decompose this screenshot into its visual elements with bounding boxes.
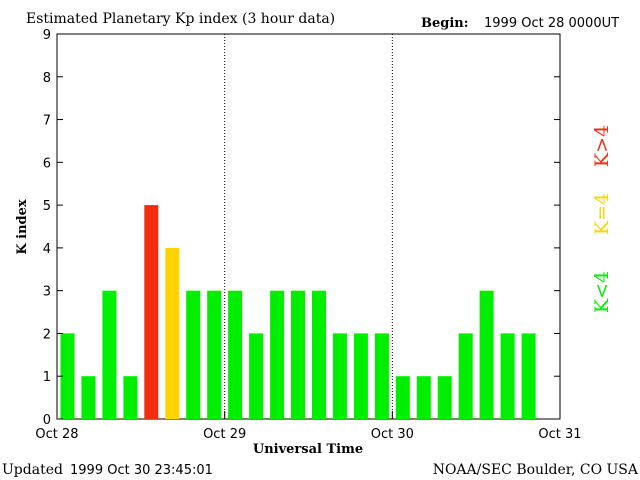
y-tick-label: 6 (43, 156, 51, 171)
x-axis-ticks: Oct 28 Oct 29 Oct 30 Oct 31 (35, 411, 582, 442)
kp-bar (353, 333, 368, 419)
updated-value: 1999 Oct 30 23:45:01 (70, 463, 213, 478)
kp-bar (500, 333, 515, 419)
kp-bar (123, 376, 138, 419)
kp-bar (102, 290, 117, 419)
begin-value: 1999 Oct 28 0000UT (484, 16, 619, 31)
begin-label: Begin: (421, 16, 469, 31)
y-axis-ticks: 0 1 2 3 4 5 6 7 8 9 (43, 28, 560, 428)
kp-bar (521, 333, 536, 419)
y-tick-label: 3 (43, 285, 51, 300)
kp-bar (479, 290, 494, 419)
y-tick-label: 0 (43, 413, 51, 428)
y-tick-label: 8 (43, 71, 51, 86)
kp-bar (186, 290, 201, 419)
x-axis-label: Universal Time (253, 442, 363, 457)
kp-bar (458, 333, 473, 419)
bars (60, 205, 536, 419)
kp-bar (374, 333, 389, 419)
kp-bar (395, 376, 410, 419)
y-tick-label: 2 (43, 327, 51, 342)
source-credit: NOAA/SEC Boulder, CO USA (433, 462, 639, 478)
x-tick-label: Oct 29 (203, 427, 246, 442)
y-tick-label: 4 (43, 242, 51, 257)
y-axis-label: K index (15, 199, 30, 255)
kp-bar (81, 376, 96, 419)
x-tick-label: Oct 28 (35, 427, 78, 442)
legend-high: K>4 (591, 125, 613, 167)
kp-bar (312, 290, 326, 419)
kp-bar (416, 376, 431, 419)
kp-bar (165, 247, 180, 419)
day-gridlines (224, 34, 393, 419)
y-tick-label: 5 (43, 199, 51, 214)
y-tick-label: 7 (43, 114, 51, 129)
kp-bar (228, 290, 243, 419)
kp-bar (332, 333, 347, 419)
x-tick-label: Oct 30 (371, 427, 414, 442)
y-tick-label: 1 (43, 370, 51, 385)
kp-bar (270, 290, 285, 419)
x-tick-label: Oct 31 (538, 427, 581, 442)
updated-label: Updated (2, 462, 63, 478)
kp-bar (249, 333, 264, 419)
chart-title: Estimated Planetary Kp index (3 hour dat… (26, 11, 335, 27)
kp-bar (60, 333, 75, 419)
legend-low: K<4 (591, 271, 613, 313)
y-tick-label: 9 (43, 28, 51, 43)
kp-bar (437, 376, 452, 419)
kp-bar (207, 290, 222, 419)
kp-bar (291, 290, 305, 419)
plot-frame (56, 33, 561, 420)
legend-equal: K=4 (591, 193, 613, 235)
kp-bar (144, 205, 159, 419)
